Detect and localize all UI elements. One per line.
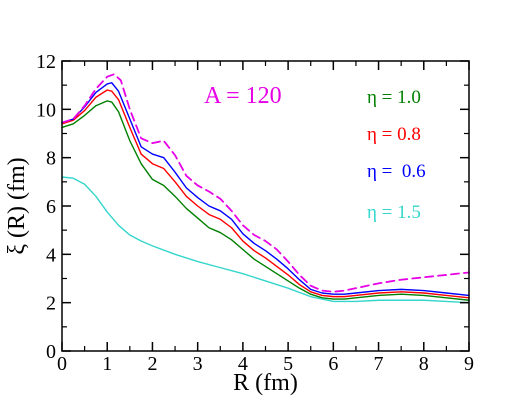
y-tick-label: 0 (46, 341, 56, 363)
legend-entry: η = 0.6 (367, 161, 426, 182)
x-tick-label: 6 (328, 353, 338, 375)
x-axis-label: R (fm) (233, 370, 298, 396)
x-tick-label: 5 (283, 353, 293, 375)
x-tick-label: 2 (147, 353, 157, 375)
series-line-3 (61, 82, 470, 297)
series-line-4 (61, 176, 470, 304)
ticks-layer (61, 60, 470, 352)
legend-entry: η = 0.8 (367, 124, 421, 145)
x-tick-label: 7 (374, 353, 384, 375)
series-line-1 (61, 100, 470, 301)
legend: η = 1.0 η = 0.8 η = 0.6 η = 1.5 (367, 87, 426, 223)
series-line-5 (61, 73, 470, 293)
y-tick-label: 12 (36, 51, 56, 73)
y-tick-label: 6 (46, 196, 56, 218)
annotation-label: A = 120 (204, 83, 282, 109)
x-tick-label: 4 (238, 353, 248, 375)
y-tick-label: 8 (46, 148, 56, 170)
x-tick-label: 0 (57, 353, 67, 375)
x-tick-label: 1 (102, 353, 112, 375)
legend-entry: η = 1.0 (367, 87, 421, 108)
series-line-2 (61, 89, 470, 299)
legend-entry: η = 1.5 (367, 202, 421, 223)
x-tick-label: 3 (193, 353, 203, 375)
y-axis-label: ξ (R) (fm) (4, 157, 30, 254)
y-tick-label: 2 (46, 293, 56, 315)
y-tick-label: 4 (46, 244, 56, 266)
series-layer (61, 73, 470, 304)
x-tick-label: 9 (464, 353, 474, 375)
x-tick-label: 8 (419, 353, 429, 375)
y-tick-label: 10 (36, 99, 56, 121)
